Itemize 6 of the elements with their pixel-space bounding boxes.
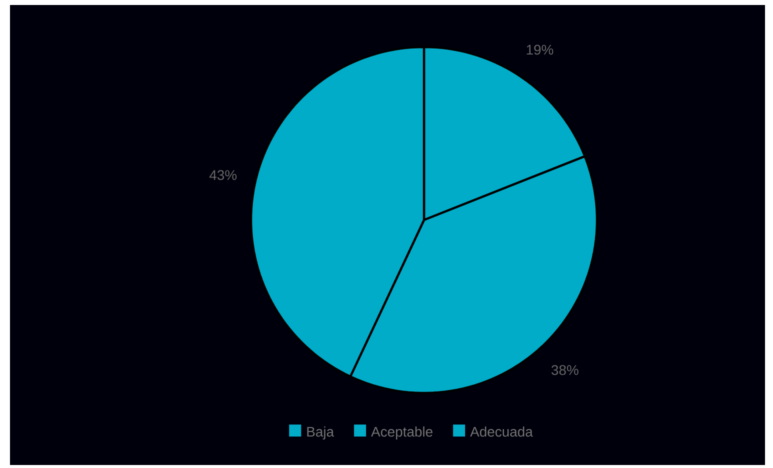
data-label: 43% <box>209 170 237 180</box>
legend-label: Adecuada <box>470 426 533 437</box>
data-label: 38% <box>552 365 578 376</box>
legend-label: Baja <box>307 426 334 440</box>
data-label: 19% <box>526 44 554 55</box>
legend-label: Aceptable <box>371 426 432 440</box>
